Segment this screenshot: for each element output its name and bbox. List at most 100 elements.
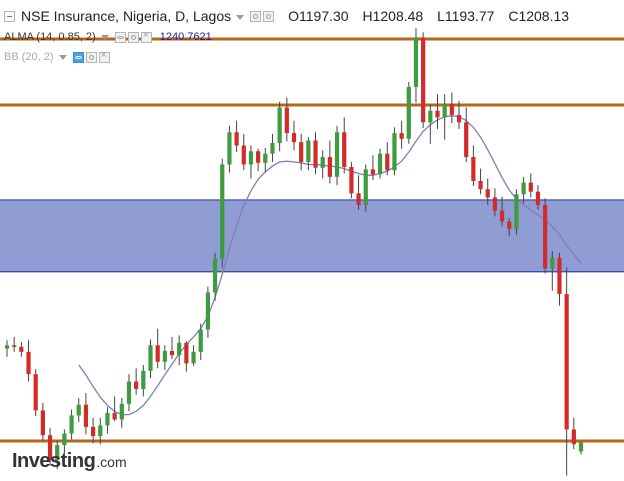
candle [62, 429, 67, 454]
candle [313, 132, 318, 175]
candle-body [464, 122, 469, 158]
close-icon[interactable] [98, 49, 110, 63]
bb-label[interactable]: BB (20, 2) [4, 51, 54, 63]
chevron-down-icon[interactable] [100, 34, 109, 40]
logo-tld-text: .com [96, 454, 127, 470]
candle-body [284, 107, 289, 134]
candle [363, 164, 368, 212]
chevron-down-icon[interactable] [58, 54, 67, 60]
candle-body [471, 157, 476, 181]
candle-body [141, 370, 146, 389]
candle [83, 393, 89, 435]
candle-body [392, 133, 397, 171]
candle-body [241, 145, 246, 165]
candle [464, 107, 469, 162]
candle [112, 396, 117, 422]
symbol-format-icon[interactable] [263, 10, 275, 22]
support-zone [0, 199, 624, 272]
candle [26, 340, 31, 382]
candle-body [442, 104, 447, 118]
candle [492, 188, 497, 217]
candle [456, 100, 462, 129]
collapse-legend-icon[interactable] [4, 10, 15, 22]
candle [356, 175, 361, 210]
candle [349, 161, 354, 199]
candle [543, 198, 548, 274]
candle [564, 267, 569, 476]
candle [378, 148, 383, 179]
candle-body [76, 404, 81, 416]
bb-legend: BB (20, 2) [4, 49, 112, 63]
chevron-down-icon[interactable] [236, 14, 245, 20]
close-value: C1208.13 [508, 8, 570, 24]
candle [198, 323, 203, 361]
candle [91, 417, 96, 444]
logo-main-text: Investing [12, 450, 96, 472]
candle [421, 32, 426, 129]
candle-body [557, 257, 562, 295]
candle-body [306, 140, 311, 162]
candle-body [47, 435, 53, 460]
candle-body [406, 86, 411, 139]
close-icon[interactable] [140, 29, 152, 43]
candle [141, 365, 146, 397]
candle [148, 339, 153, 379]
candle-body [205, 292, 210, 330]
alma-value: 1240.7621 [159, 31, 212, 43]
visibility-icon[interactable] [72, 51, 84, 63]
candle [334, 125, 340, 186]
candle [550, 251, 555, 291]
settings-icon[interactable] [127, 31, 139, 43]
candle [471, 145, 476, 186]
candle [69, 409, 74, 440]
candle-body [543, 204, 548, 269]
candle [342, 117, 347, 174]
candle [270, 133, 275, 162]
candle-body [69, 415, 74, 434]
candle [399, 120, 404, 149]
candle [256, 148, 261, 172]
candle-body [12, 345, 17, 347]
candle [241, 133, 246, 171]
candle-body [263, 153, 268, 163]
candle [47, 427, 53, 466]
candle-body [492, 197, 497, 211]
settings-icon[interactable] [85, 51, 97, 63]
candle-body [507, 221, 512, 229]
candle-body [83, 404, 89, 427]
candle-body [277, 107, 282, 143]
candle [126, 374, 132, 412]
candle [227, 125, 232, 173]
visibility-icon[interactable] [114, 31, 126, 43]
candle [134, 368, 139, 395]
candle [19, 341, 24, 357]
symbol-title[interactable]: NSE Insurance, Nigeria, D, Lagos [21, 8, 232, 24]
candle [234, 120, 239, 153]
candle-body [4, 345, 10, 349]
settings-icon[interactable] [250, 10, 262, 22]
candle-body [342, 132, 347, 167]
candle-body [521, 182, 526, 195]
candle [370, 155, 376, 181]
alma-label[interactable]: ALMA (14, 0.85, 2) [4, 31, 96, 43]
candle-body [19, 346, 24, 352]
candle-body [177, 342, 182, 356]
candle-body [98, 425, 103, 437]
candle [284, 97, 289, 142]
candle-body [299, 142, 304, 162]
candle [220, 158, 225, 268]
candle-body [155, 345, 160, 362]
candle-body [313, 140, 318, 168]
candle [521, 176, 526, 204]
candle-body [363, 169, 368, 205]
candle [98, 417, 103, 445]
candle-body [399, 133, 404, 139]
candle-body [478, 180, 483, 190]
candle-body [385, 153, 390, 171]
candle [184, 341, 189, 372]
candle [105, 407, 110, 434]
candle-body [112, 412, 117, 420]
candle-body [220, 164, 225, 259]
